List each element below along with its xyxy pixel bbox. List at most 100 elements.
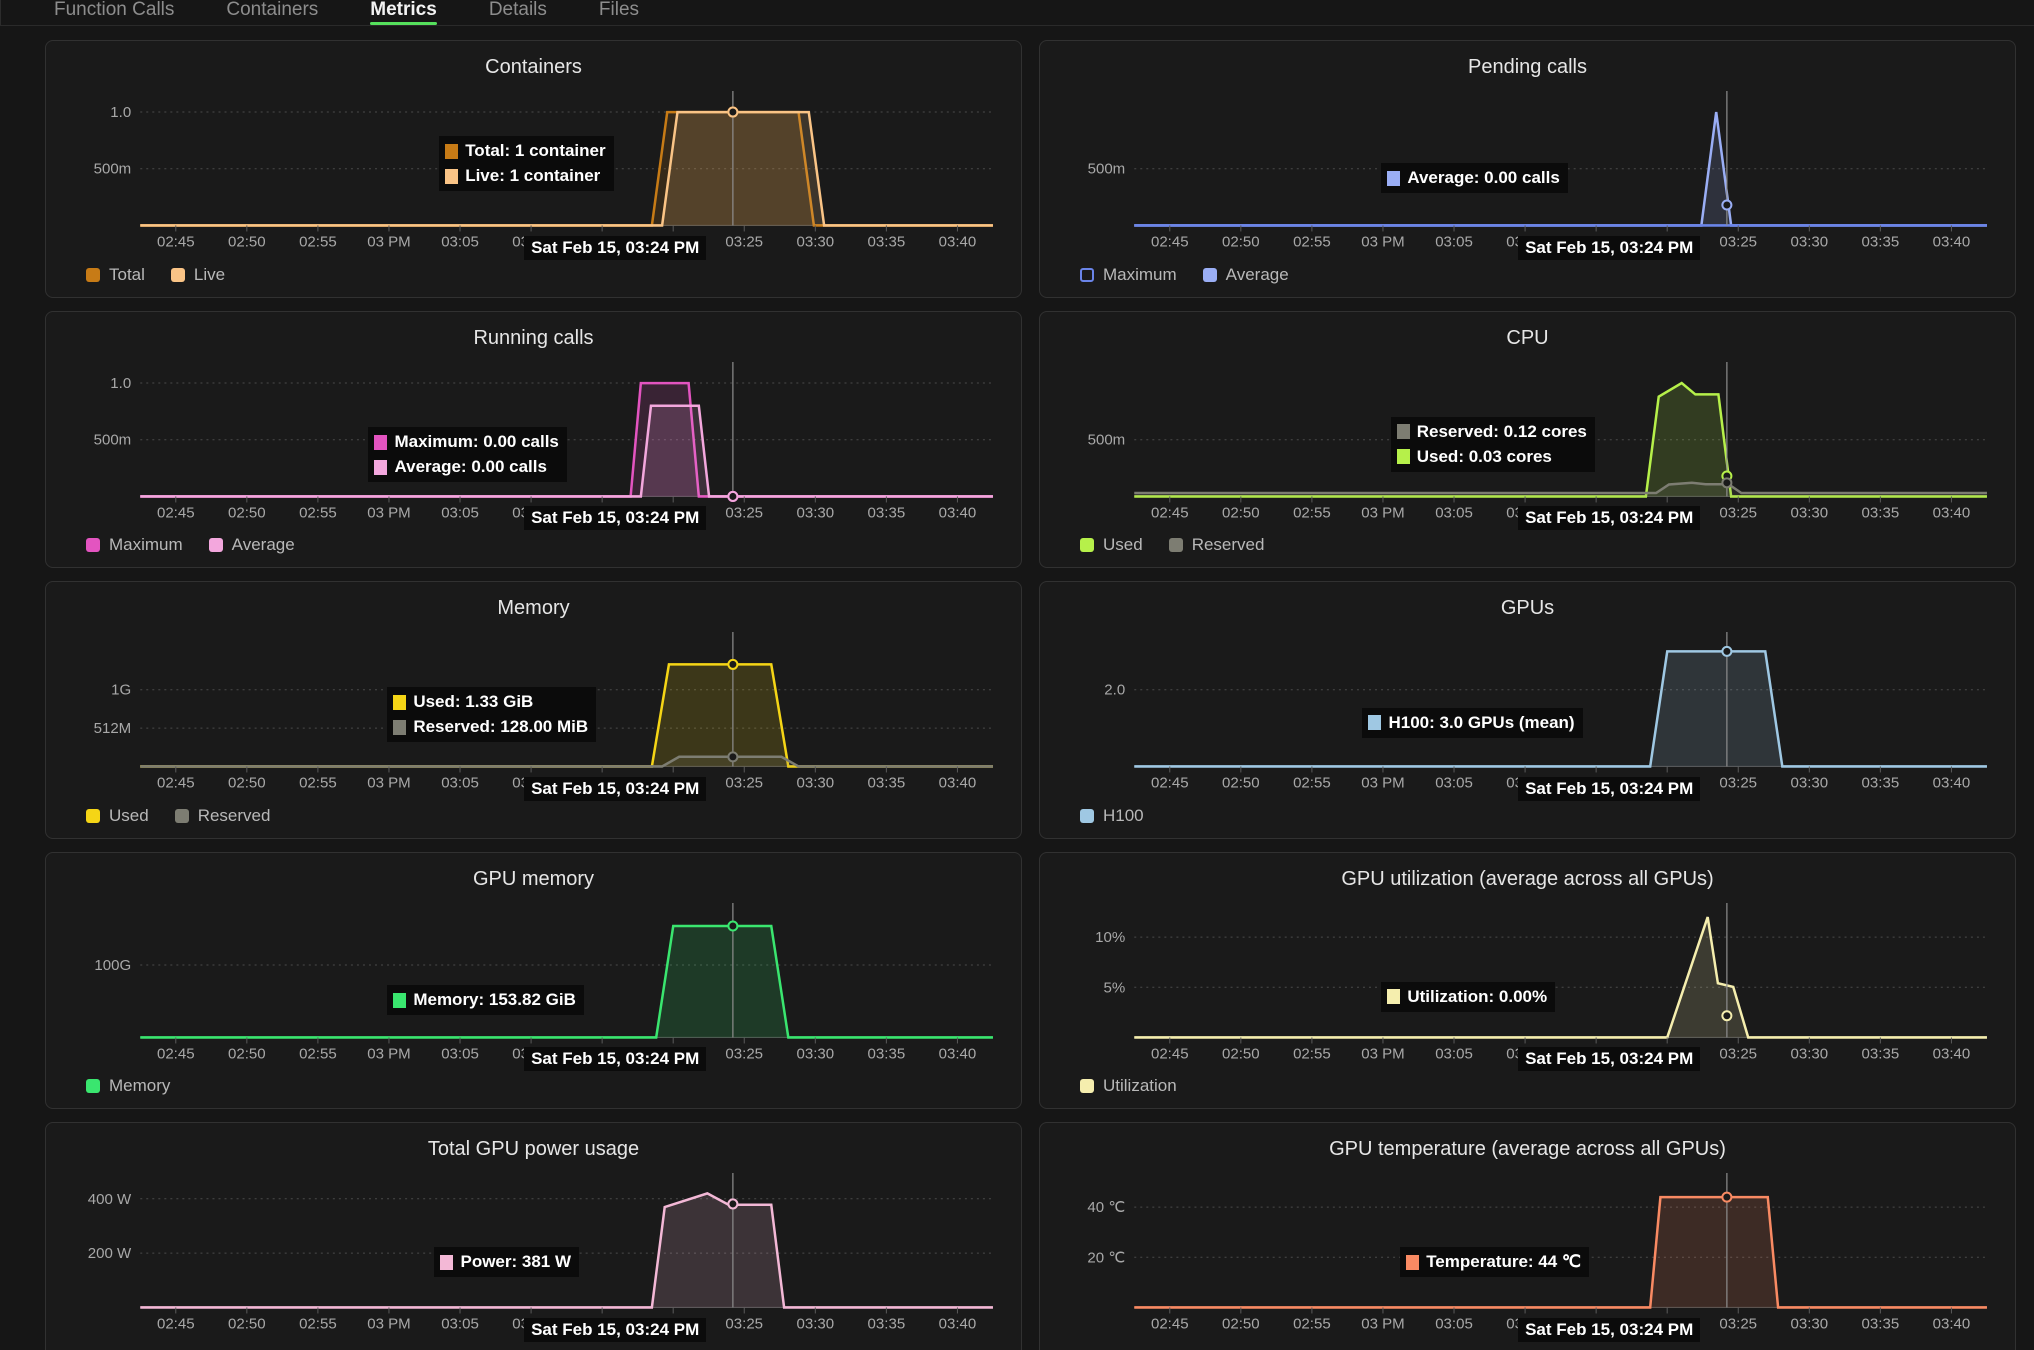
x-axis-tick-label: 02:55 (299, 1316, 337, 1333)
x-axis-tick-label: 03:05 (1435, 504, 1473, 521)
x-axis-tick-label: 03:25 (725, 1316, 763, 1333)
cursor-timestamp-label: Sat Feb 15, 03:24 PM (1518, 506, 1701, 531)
x-axis-tick-label: 02:55 (1293, 234, 1331, 251)
tab-details[interactable]: Details (463, 0, 573, 25)
legend-item[interactable]: Maximum (1080, 265, 1177, 285)
legend-label: Memory (109, 1076, 171, 1096)
x-axis-tick-label: 02:45 (157, 775, 195, 792)
y-axis-tick-label: 10% (1095, 929, 1125, 946)
tab-containers[interactable]: Containers (200, 0, 344, 25)
tab-files[interactable]: Files (573, 0, 665, 25)
metric-panel[interactable]: Pending calls 500m 02:45 02:50 02:55 03 PM 03:… (1039, 40, 2016, 298)
cursor-timestamp-label: Sat Feb 15, 03:24 PM (524, 1317, 707, 1342)
x-axis-tick-label: 03:25 (1719, 1316, 1757, 1333)
legend-item[interactable]: Temperature (1080, 1347, 1198, 1350)
x-axis-tick-label: 03:40 (1933, 1316, 1971, 1333)
legend-color-swatch (86, 808, 100, 823)
series-line (1134, 1195, 1987, 1309)
legend-item[interactable]: Used (1080, 535, 1143, 555)
x-axis-tick-label: 02:55 (299, 234, 337, 251)
x-axis-tick-label: 02:55 (1293, 775, 1331, 792)
series-tooltip: Memory: 153.82 GiB (387, 985, 584, 1016)
tooltip-row: Power: 381 W (440, 1250, 571, 1274)
legend-label: Live (193, 264, 226, 284)
legend-color-swatch (1080, 1079, 1094, 1094)
legend-item[interactable]: Used (86, 806, 149, 826)
legend-color-swatch (86, 538, 100, 553)
tooltip-row: Used: 0.03 cores (1396, 445, 1587, 469)
legend-item[interactable]: Total (86, 265, 145, 285)
y-axis-tick-label: 500m (1088, 431, 1126, 448)
x-axis-tick-label: 03:05 (441, 1316, 479, 1333)
x-axis-tick-label: 03:25 (725, 1045, 763, 1062)
cursor-data-point (727, 751, 739, 763)
series-tooltip: Total: 1 container Live: 1 container (439, 136, 614, 192)
legend-label: Average (231, 535, 295, 555)
metric-panel[interactable]: Memory 512M 1G 02:45 02:50 02:55 03 PM 03:05 03:… (45, 581, 1022, 839)
metric-panel[interactable]: Total GPU power usage 200 W 400 W 02:45 02:5… (45, 1122, 1022, 1350)
legend-item[interactable]: Live (170, 264, 226, 285)
cursor-timestamp-label: Sat Feb 15, 03:24 PM (1518, 235, 1701, 260)
chart-legend: Maximum Average (1056, 256, 1999, 287)
tab-function-calls[interactable]: Function Calls (28, 0, 200, 25)
tooltip-label: Used: 1.33 GiB (413, 692, 534, 712)
x-axis-tick-label: 02:50 (1222, 234, 1260, 251)
legend-item[interactable]: Average (208, 535, 295, 555)
panel-title: CPU (1506, 326, 1549, 349)
y-axis-tick-label: 500m (94, 431, 132, 448)
x-axis-tick-label: 02:50 (1222, 1316, 1260, 1333)
series-tooltip: Maximum: 0.00 calls Average: 0.00 calls (368, 427, 567, 483)
active-tab-underline (370, 22, 437, 25)
series-tooltip: Power: 381 W (434, 1247, 580, 1278)
cursor-data-point (727, 106, 739, 118)
tooltip-row: Average: 0.00 calls (1387, 166, 1560, 190)
panel-title: Total GPU power usage (427, 1138, 640, 1161)
x-axis-tick-label: 02:55 (299, 775, 337, 792)
legend-item[interactable]: Power (86, 1347, 157, 1350)
x-axis-tick-label: 03 PM (1361, 234, 1404, 251)
series-tooltip: Reserved: 0.12 cores Used: 0.03 cores (1390, 416, 1595, 472)
tooltip-row: Average: 0.00 calls (374, 455, 558, 479)
legend-color-swatch (170, 267, 185, 282)
legend-item[interactable]: H100 (1080, 806, 1144, 826)
metric-panel[interactable]: GPU temperature (average across all GPUs… (1039, 1122, 2016, 1350)
cursor-timestamp-label: Sat Feb 15, 03:24 PM (1518, 1317, 1701, 1342)
tooltip-row: Memory: 153.82 GiB (393, 988, 576, 1012)
metric-panel[interactable]: Running calls 500m 1.0 02:45 02:50 02:55 03 PM… (45, 310, 1022, 569)
legend-item[interactable]: Maximum (86, 535, 183, 555)
x-axis-tick-label: 03:35 (868, 1316, 906, 1333)
legend-item[interactable]: Reserved (1168, 535, 1264, 555)
x-axis-tick-label: 03:30 (1791, 504, 1829, 521)
x-axis-tick-label: 03:25 (1719, 234, 1757, 251)
metric-panel[interactable]: GPU utilization (average across all GPUs… (1039, 851, 2016, 1110)
series-tooltip: Average: 0.00 calls (1381, 163, 1568, 194)
metric-panel[interactable]: GPU memory 100G 02:45 02:50 02:55 03 PM 03:05 0… (45, 851, 1022, 1110)
legend-item[interactable]: Average (1202, 265, 1289, 285)
legend-item[interactable]: Memory (86, 1076, 170, 1096)
panel-title: Containers (485, 56, 582, 78)
tab-label: Metrics (370, 0, 437, 20)
legend-item[interactable]: Utilization (1080, 1076, 1177, 1096)
x-axis-tick-label: 02:50 (228, 1316, 266, 1333)
tooltip-label: Average: 0.00 calls (1407, 168, 1560, 188)
legend-color-swatch (86, 1079, 100, 1094)
legend-item[interactable]: Reserved (174, 806, 270, 826)
chart-legend: Used Reserved (62, 797, 1005, 828)
tab-metrics[interactable]: Metrics (344, 0, 463, 25)
metric-panel[interactable]: Containers 500m 1.0 02:45 02:50 02:55 03 PM 03:… (45, 40, 1022, 298)
x-axis-tick-label: 03:05 (441, 234, 479, 251)
x-axis-tick-label: 03:25 (1719, 775, 1757, 792)
